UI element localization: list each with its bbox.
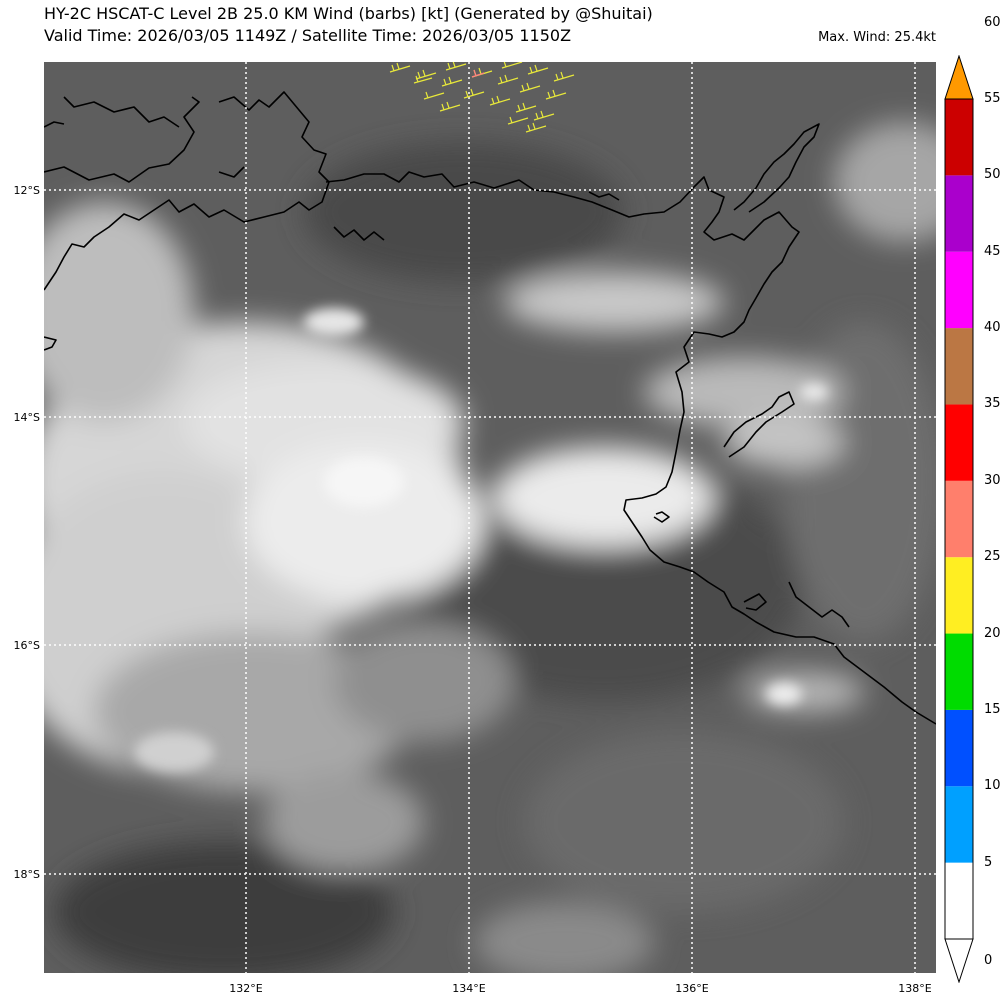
lon-label-136e: 136°E [675, 982, 709, 995]
colorbar-segment [945, 862, 973, 939]
coastline [44, 91, 936, 725]
lon-label-138e: 138°E [898, 982, 932, 995]
colorbar-tick-label: 25 [984, 549, 1001, 565]
cloud-imagery [44, 62, 936, 973]
wind-barbs [389, 62, 575, 133]
gridlines [44, 62, 936, 973]
lat-label-16s: 16°S [13, 639, 40, 652]
colorbar-tick-label: 60 [984, 14, 1001, 30]
colorbar-tick-label: 40 [984, 320, 1001, 336]
title-line-1: HY-2C HSCAT-C Level 2B 25.0 KM Wind (bar… [44, 4, 653, 23]
colorbar-segment [945, 99, 973, 176]
colorbar-tip-top [944, 55, 974, 100]
lon-label-134e: 134°E [452, 982, 486, 995]
colorbar-segment [945, 786, 973, 863]
colorbar-segment [945, 251, 973, 329]
colorbar-tick-label: 5 [984, 854, 993, 870]
colorbar-tick-label: 0 [984, 953, 993, 968]
colorbar-tip-bottom [944, 938, 974, 983]
colorbar-segment [945, 404, 973, 481]
colorbar-segment [945, 480, 973, 558]
lat-label-12s: 12°S [13, 184, 40, 197]
colorbar-tick-label: 30 [984, 472, 1001, 488]
title-line-2: Valid Time: 2026/03/05 1149Z / Satellite… [44, 26, 572, 45]
colorbar-segment [945, 557, 973, 634]
colorbar-segment [945, 633, 973, 710]
lat-label-18s: 18°S [13, 868, 40, 881]
lat-label-14s: 14°S [13, 411, 40, 424]
colorbar-tick-label: 35 [984, 396, 1001, 412]
colorbar-segment [945, 709, 973, 787]
colorbar-frame [944, 98, 974, 940]
colorbar-tick-label: 55 [984, 91, 1001, 106]
colorbar-tick-label: 50 [984, 167, 1001, 183]
lon-label-132e: 132°E [229, 982, 263, 995]
colorbar-segment [945, 175, 973, 252]
colorbar-tick-label: 45 [984, 243, 1001, 259]
satellite-map [44, 62, 936, 973]
colorbar-tick-label: 20 [984, 625, 1001, 641]
colorbar-tick-label: 10 [984, 778, 1001, 794]
wind-speed-colorbar [944, 55, 974, 983]
max-wind-label: Max. Wind: 25.4kt [818, 30, 936, 45]
colorbar-tick-label: 15 [984, 701, 1001, 717]
colorbar-segment [945, 328, 973, 405]
